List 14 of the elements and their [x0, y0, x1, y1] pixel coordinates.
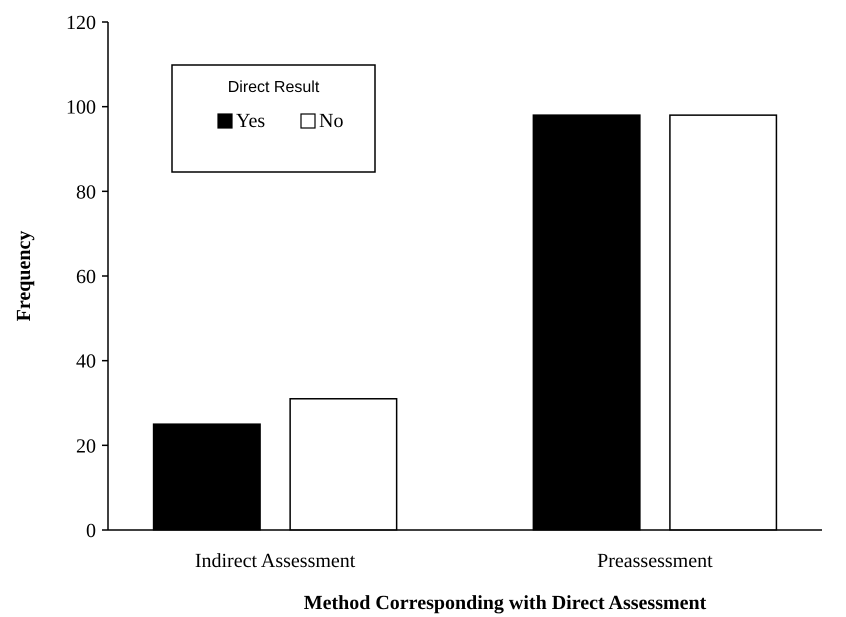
y-axis-title: Frequency — [13, 230, 35, 322]
legend-label: No — [319, 110, 344, 132]
y-tick-label: 40 — [76, 350, 96, 373]
y-tick-label: 60 — [76, 266, 96, 288]
legend-label: Yes — [236, 110, 266, 132]
x-axis-title: Method Corresponding with Direct Assessment — [304, 592, 707, 614]
y-tick-label: 0 — [86, 520, 96, 542]
y-tick-label: 20 — [76, 435, 96, 458]
y-tick-label: 80 — [76, 181, 96, 204]
x-tick-label: Preassessment — [597, 550, 714, 572]
y-tick-label: 100 — [66, 96, 96, 119]
y-tick-label: 120 — [66, 12, 96, 34]
x-tick-label: Indirect Assessment — [194, 550, 356, 572]
legend-title: Direct Result — [228, 79, 320, 96]
